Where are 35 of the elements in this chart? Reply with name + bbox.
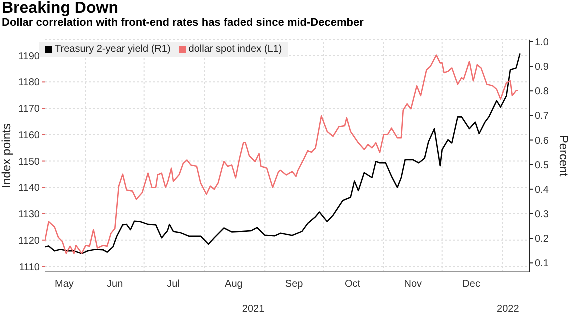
y2-tick-label: 0.7	[535, 111, 550, 122]
legend-label: dollar spot index (L1)	[188, 44, 282, 55]
y-axis-title: Index points	[0, 124, 14, 188]
x-tick-label: Jul	[167, 279, 180, 290]
chart-title: Breaking Down	[2, 0, 120, 17]
y2-tick-label: 0.9	[535, 62, 550, 74]
x-tick-label: Sep	[285, 279, 304, 290]
y-tick-label: 1130	[18, 210, 40, 221]
x-tick-label: Oct	[344, 279, 361, 290]
y2-tick-label: 0.3	[535, 210, 550, 221]
y-tick-label: 1170	[18, 104, 40, 116]
y-tick-label: 1110	[19, 262, 40, 274]
y2-tick-label: 0.1	[535, 258, 550, 270]
y-tick-label: 1160	[18, 130, 40, 142]
text: 2022	[496, 304, 520, 315]
x-tick-label: Dec	[462, 279, 480, 290]
y2-tick-label: 0.5	[535, 160, 550, 172]
y-tick-label: 1120	[18, 236, 40, 247]
y2-tick-label: 0.4	[535, 184, 550, 196]
y-tick-label: 1140	[18, 183, 40, 194]
x-tick-label: Nov	[404, 279, 422, 290]
y2-tick-label: 1.0	[535, 38, 550, 49]
y-tick-label: 1180	[18, 78, 40, 89]
y2-tick-label: 0.8	[535, 86, 550, 98]
chart-subtitle: Dollar correlation with front-end rates has faded since mid-December	[2, 17, 365, 30]
y2-axis-title: Percent	[556, 135, 570, 178]
legend-label: Treasury 2-year yield (R1)	[54, 44, 171, 55]
x-tick-label: Jun	[107, 279, 124, 290]
x-tick-label: May	[55, 279, 74, 290]
x-tick-label: Aug	[225, 279, 243, 290]
y2-tick-label: 0.2	[535, 234, 550, 246]
y-tick-label: 1150	[18, 156, 40, 168]
text: 2021	[241, 304, 266, 315]
y2-tick-label: 0.6	[535, 136, 550, 147]
y-tick-label: 1190	[18, 51, 40, 62]
